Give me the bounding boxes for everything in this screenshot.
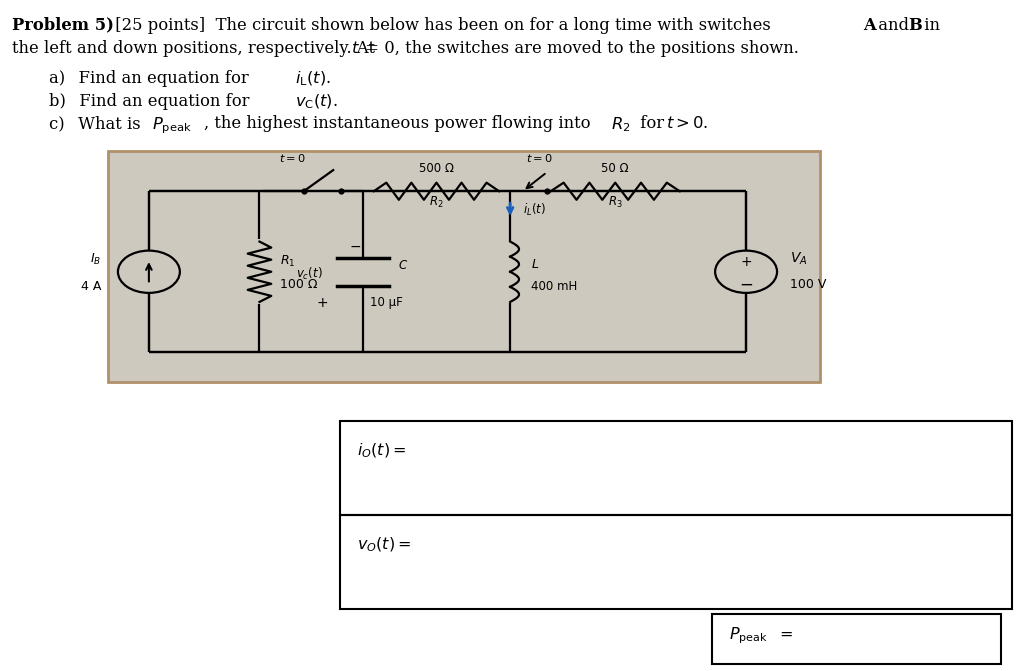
Text: b)  Find an equation for: b) Find an equation for bbox=[49, 93, 255, 109]
Text: $v_c(t)$: $v_c(t)$ bbox=[296, 266, 323, 282]
Text: 500 Ω: 500 Ω bbox=[419, 162, 454, 175]
Text: $P_\mathrm{peak}$  $=$: $P_\mathrm{peak}$ $=$ bbox=[729, 625, 794, 646]
Circle shape bbox=[715, 251, 777, 293]
Text: $P_\mathrm{peak}$: $P_\mathrm{peak}$ bbox=[152, 115, 191, 136]
Text: 100 Ω: 100 Ω bbox=[281, 278, 317, 291]
Text: the left and down positions, respectively. At: the left and down positions, respectivel… bbox=[12, 40, 387, 57]
Text: B: B bbox=[908, 17, 922, 34]
Text: [25 points]  The circuit shown below has been on for a long time with switches: [25 points] The circuit shown below has … bbox=[110, 17, 775, 34]
Text: A: A bbox=[863, 17, 876, 34]
Text: $-$: $-$ bbox=[349, 239, 361, 252]
Text: 4 A: 4 A bbox=[81, 280, 101, 293]
Text: $i_O(t) =$: $i_O(t) =$ bbox=[356, 442, 407, 460]
Text: C: C bbox=[398, 259, 407, 272]
Text: c)  What is: c) What is bbox=[49, 115, 146, 132]
Text: $R_2$: $R_2$ bbox=[611, 115, 631, 134]
Text: $I_B$: $I_B$ bbox=[90, 252, 101, 267]
Text: 10 μF: 10 μF bbox=[370, 297, 402, 309]
Text: $V_A$: $V_A$ bbox=[791, 251, 808, 267]
Text: for: for bbox=[635, 115, 670, 132]
Text: −: − bbox=[739, 275, 753, 293]
Text: = 0, the switches are moved to the positions shown.: = 0, the switches are moved to the posit… bbox=[362, 40, 800, 57]
Text: in: in bbox=[919, 17, 940, 34]
Text: $v_\mathrm{C}(t)$.: $v_\mathrm{C}(t)$. bbox=[295, 93, 338, 111]
Text: $i_\mathrm{L}(t)$.: $i_\mathrm{L}(t)$. bbox=[295, 70, 331, 88]
Text: 50 Ω: 50 Ω bbox=[601, 162, 629, 175]
Text: $t > 0$.: $t > 0$. bbox=[666, 115, 709, 132]
Text: , the highest instantaneous power flowing into: , the highest instantaneous power flowin… bbox=[204, 115, 596, 132]
Text: Problem 5): Problem 5) bbox=[12, 17, 114, 34]
Circle shape bbox=[118, 251, 180, 293]
Text: $R_1$: $R_1$ bbox=[281, 254, 296, 269]
Text: and: and bbox=[873, 17, 914, 34]
Text: $t = 0$: $t = 0$ bbox=[526, 152, 553, 164]
Text: $i_L(t)$: $i_L(t)$ bbox=[523, 203, 547, 218]
Bar bbox=[109, 151, 820, 382]
Text: a)  Find an equation for: a) Find an equation for bbox=[49, 70, 254, 87]
Text: $+$: $+$ bbox=[316, 296, 329, 310]
Text: +: + bbox=[740, 255, 752, 268]
Text: $R_2$: $R_2$ bbox=[429, 195, 443, 211]
Text: 400 mH: 400 mH bbox=[530, 280, 578, 293]
Text: $t$: $t$ bbox=[351, 40, 360, 57]
Text: $v_O(t) =$: $v_O(t) =$ bbox=[356, 535, 411, 554]
Text: 100 V: 100 V bbox=[791, 278, 826, 291]
Text: $R_3$: $R_3$ bbox=[608, 195, 623, 211]
Text: $t = 0$: $t = 0$ bbox=[280, 152, 306, 164]
Text: $L$: $L$ bbox=[530, 258, 539, 270]
